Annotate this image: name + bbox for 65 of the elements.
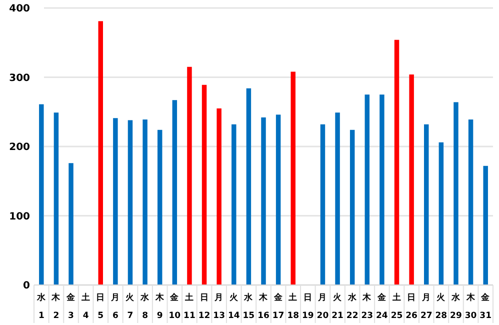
x-tick-label: 土 25 <box>390 292 403 321</box>
y-tick-label: 200 <box>9 142 30 153</box>
x-tick-label: 月 27 <box>420 292 432 321</box>
bar <box>98 21 103 285</box>
bar <box>290 72 296 285</box>
x-tick-label: 木 2 <box>50 292 62 321</box>
bar <box>335 112 340 285</box>
bar <box>113 118 118 285</box>
bar <box>394 40 400 285</box>
x-tick-label: 金 17 <box>272 292 284 321</box>
y-tick-label: 0 <box>23 280 30 292</box>
bar <box>68 163 74 285</box>
bar <box>364 94 370 285</box>
x-tick-label: 火 21 <box>332 292 344 321</box>
bar <box>54 112 59 285</box>
x-tick-label: 日 26 <box>406 292 418 321</box>
x-tick-label: 土 18 <box>287 292 300 321</box>
x-tick-label: 月 13 <box>213 292 226 321</box>
bar <box>157 130 162 285</box>
x-tick-label: 水 22 <box>346 292 358 321</box>
bar <box>172 100 178 285</box>
x-tick-label: 土 4 <box>80 292 90 321</box>
bar <box>424 124 429 285</box>
bar <box>350 130 355 285</box>
x-tick-label: 水 8 <box>140 292 151 321</box>
bar <box>232 124 236 285</box>
x-tick-label: 日 12 <box>198 292 210 321</box>
x-tick-label: 水 29 <box>450 292 462 321</box>
x-tick-label: 金 10 <box>168 292 181 321</box>
x-tick-label: 金 24 <box>376 292 388 321</box>
bar <box>142 119 148 285</box>
x-tick-label: 月 6 <box>110 292 120 321</box>
x-tick-label: 日 5 <box>96 292 106 321</box>
bar <box>483 166 488 285</box>
x-tick-label: 火 14 <box>228 292 240 321</box>
bar <box>468 119 474 285</box>
x-tick-label: 金 31 <box>480 292 492 321</box>
x-tick-label: 日 19 <box>302 292 314 321</box>
bar <box>409 74 414 285</box>
x-tick-label: 火 7 <box>126 292 136 321</box>
bar <box>128 120 133 285</box>
bar <box>320 124 326 285</box>
x-tick-label: 木 23 <box>361 292 374 321</box>
x-tick-label: 水 15 <box>242 292 255 321</box>
bar <box>276 114 281 285</box>
x-tick-label: 木 9 <box>154 292 166 321</box>
bar <box>438 142 444 285</box>
x-tick-label: 木 16 <box>258 292 270 321</box>
bar <box>454 102 458 285</box>
bar <box>380 94 384 285</box>
y-tick-label: 400 <box>9 4 30 14</box>
x-tick-label: 月 20 <box>316 292 329 321</box>
bar <box>202 84 207 285</box>
x-tick-label: 水 1 <box>36 292 47 321</box>
y-tick-label: 300 <box>9 72 30 84</box>
y-tick-label: 100 <box>9 211 30 222</box>
x-tick-label: 土 11 <box>184 292 196 321</box>
bar <box>216 108 222 285</box>
x-tick-label: 木 30 <box>464 292 477 321</box>
bar <box>187 66 192 285</box>
x-tick-label: 火 28 <box>435 292 448 321</box>
bar <box>246 88 252 285</box>
x-tick-label: 金 3 <box>66 292 77 321</box>
bar <box>39 104 44 285</box>
bar <box>261 117 266 285</box>
